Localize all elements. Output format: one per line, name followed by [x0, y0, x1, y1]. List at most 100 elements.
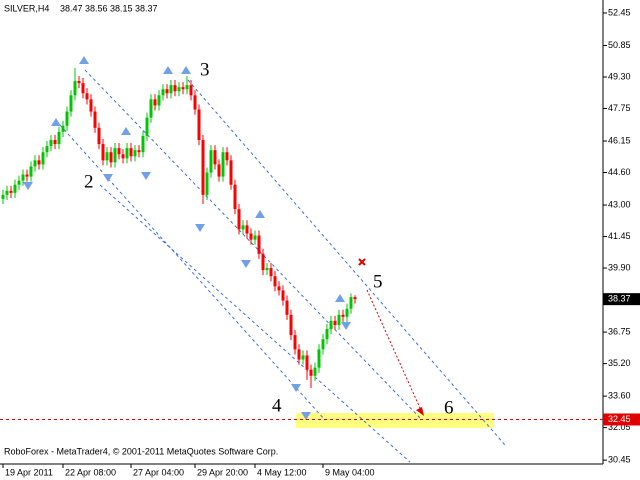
- candle-body: [173, 85, 177, 92]
- y-tick-label: 30.45: [608, 455, 631, 465]
- title-value: 38.47: [60, 3, 83, 13]
- candle-body: [145, 117, 149, 136]
- target-zone: [296, 413, 494, 428]
- y-tick-label: 32.05: [608, 422, 631, 432]
- candle-body: [201, 140, 205, 195]
- candle-body: [225, 152, 229, 161]
- candle-body: [69, 95, 73, 112]
- candle-body: [37, 160, 41, 165]
- fractal-down: [195, 224, 205, 232]
- candle-body: [109, 152, 113, 163]
- candle-body: [149, 99, 153, 118]
- fractal-up: [121, 127, 131, 135]
- title-value: 38.37: [135, 3, 158, 13]
- candle-body: [297, 349, 301, 360]
- candle-body: [21, 174, 25, 181]
- candle-body: [193, 95, 197, 110]
- candle-body: [165, 89, 169, 94]
- candle-body: [285, 300, 289, 315]
- candle-body: [81, 83, 85, 94]
- x-tick-label: 4 May 12:00: [257, 467, 307, 477]
- candle-body: [353, 297, 357, 300]
- y-tick-label: 41.45: [608, 231, 631, 241]
- y-tick-label: 39.90: [608, 262, 631, 272]
- fractal-down: [341, 322, 351, 330]
- fractal-up: [51, 118, 61, 126]
- candle-body: [93, 111, 97, 128]
- candle-body: [13, 184, 17, 193]
- wave-label: 5: [373, 271, 383, 292]
- candle-body: [89, 99, 93, 112]
- candle-body: [17, 180, 21, 185]
- candle-body: [181, 87, 185, 90]
- y-tick-label: 50.85: [608, 40, 631, 50]
- x-tick-label: 9 May 04:00: [325, 467, 375, 477]
- candle-body: [257, 235, 261, 254]
- fractal-up: [181, 66, 191, 74]
- candle-body: [341, 314, 345, 317]
- candle-body: [273, 276, 277, 287]
- candle-body: [157, 95, 161, 106]
- fractal-up: [79, 56, 89, 64]
- y-tick-label: 43.00: [608, 199, 631, 209]
- forecast-head: [416, 407, 424, 416]
- y-tick-label: 46.15: [608, 135, 631, 145]
- fractal-down: [301, 412, 311, 420]
- channel-line: [84, 69, 423, 421]
- target-label: 32.45: [608, 414, 631, 424]
- candle-body: [345, 308, 349, 317]
- candle-body: [325, 329, 329, 340]
- title-value: 38.56: [85, 3, 108, 13]
- candle-body: [121, 154, 125, 159]
- candle-body: [337, 314, 341, 325]
- fractal-down: [103, 174, 113, 182]
- candle-body: [1, 194, 5, 199]
- candle-body: [85, 93, 89, 100]
- symbol: SILVER,H4: [4, 3, 49, 13]
- wave-label: 2: [84, 171, 94, 192]
- candle-body: [281, 290, 285, 301]
- candle-body: [141, 135, 145, 153]
- candle-body: [261, 253, 265, 271]
- wave-label: 4: [272, 395, 282, 416]
- candle-body: [213, 150, 217, 165]
- fractal-up: [335, 294, 345, 302]
- y-tick-label: 49.30: [608, 71, 631, 81]
- candle-body: [253, 235, 257, 240]
- candle-body: [33, 160, 37, 167]
- forecast-arrow: [358, 258, 424, 416]
- candle-body: [349, 297, 353, 309]
- candle-body: [229, 160, 233, 185]
- candle-body: [57, 131, 61, 145]
- candle-body: [129, 148, 133, 157]
- x-tick-label: 29 Apr 20:00: [197, 467, 248, 477]
- candle-body: [329, 320, 333, 330]
- target-box: [603, 413, 640, 426]
- candle-body: [333, 320, 337, 325]
- candle-body: [245, 225, 249, 234]
- candle-body: [169, 85, 173, 94]
- candle-body: [61, 125, 65, 132]
- channel-line: [187, 79, 506, 446]
- candle-body: [185, 85, 189, 90]
- wave-label: 3: [200, 59, 210, 80]
- candle-body: [205, 172, 209, 195]
- candle-body: [249, 233, 253, 240]
- candle-body: [133, 150, 137, 157]
- candle-body: [53, 140, 57, 145]
- y-tick-label: 44.60: [608, 167, 631, 177]
- cross-mark: [358, 258, 366, 266]
- candle-body: [317, 349, 321, 368]
- y-tick-label: 35.20: [608, 358, 631, 368]
- candle-body: [197, 109, 201, 141]
- fractal-arrows: [23, 56, 351, 420]
- candle-body: [277, 286, 281, 291]
- wave-label: 6: [444, 397, 454, 418]
- candle-body: [5, 190, 9, 195]
- candle-body: [49, 140, 53, 147]
- y-tick-label: 52.45: [608, 7, 631, 17]
- candle-body: [321, 339, 325, 350]
- candle-body: [313, 367, 317, 376]
- x-tick-label: 19 Apr 2011: [5, 467, 53, 477]
